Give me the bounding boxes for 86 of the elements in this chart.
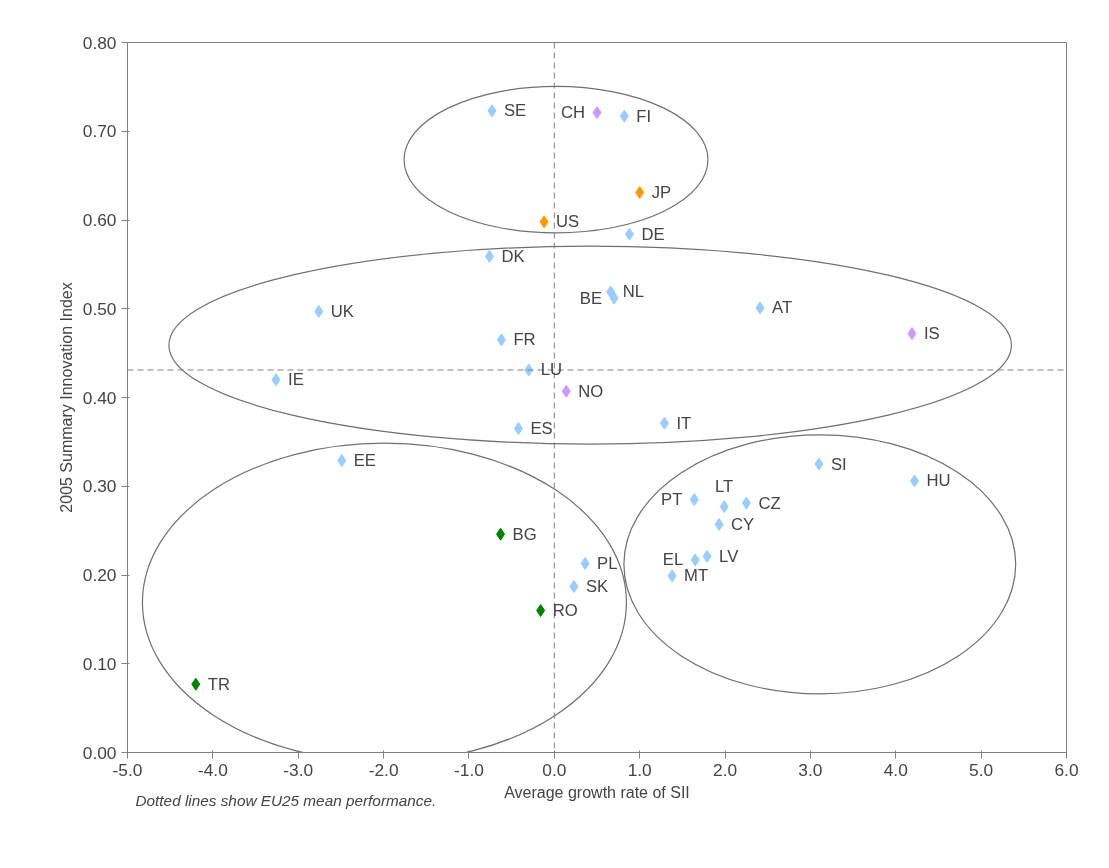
point [690, 553, 700, 567]
x-tick-label: 2.0 [713, 759, 738, 780]
point [689, 493, 699, 507]
point [659, 416, 669, 430]
y-tick-label: 0.70 [82, 121, 117, 142]
y-tick-label: 0.40 [82, 387, 117, 408]
annotation: CY [731, 514, 755, 534]
y-tick-label: 0.50 [82, 298, 117, 319]
annotation: BE [579, 288, 603, 308]
annotation: AT [772, 298, 793, 318]
point [536, 604, 546, 617]
point [719, 500, 729, 514]
x-tick-label: 5.0 [969, 759, 994, 780]
annotation: IT [676, 413, 692, 433]
point [580, 556, 590, 570]
annotation: PL [597, 553, 618, 573]
annotation: US [556, 212, 580, 232]
point [561, 384, 571, 398]
point [592, 106, 602, 120]
annotation: BG [512, 524, 537, 544]
x-tick-label: -1.0 [454, 759, 484, 780]
y-tick-label: 0.80 [82, 32, 117, 53]
x-tick-label: -2.0 [368, 759, 399, 780]
point [635, 185, 645, 199]
annotation: EE [353, 451, 376, 471]
x-axis-title: Average growth rate of SII [504, 783, 690, 801]
annotation: CH [560, 103, 586, 123]
point [609, 291, 619, 305]
annotation: RO [552, 601, 578, 620]
point [814, 457, 824, 471]
annotation: DK [501, 246, 525, 266]
annotation: LU [540, 360, 563, 380]
text: Dotted lines show EU25 mean performance. [135, 791, 437, 809]
x-tick-label: 6.0 [1054, 759, 1079, 780]
y-tick-label: 0.10 [82, 653, 117, 674]
point [569, 580, 579, 594]
point [271, 373, 281, 387]
x-tick-label: -4.0 [197, 759, 228, 780]
x-tick-label: 1.0 [627, 759, 652, 780]
annotation: NO [578, 381, 604, 401]
annotation: UK [330, 301, 354, 321]
point [487, 104, 497, 118]
annotation: SE [504, 101, 527, 121]
annotation: SI [830, 454, 847, 474]
annotation: FR [513, 330, 536, 350]
point [513, 422, 523, 436]
point [337, 454, 347, 468]
x-tick-label: 0.0 [542, 759, 567, 780]
x-tick-label: -3.0 [283, 759, 314, 780]
annotation: HU [926, 471, 951, 491]
annotation: NL [622, 282, 644, 302]
point [702, 549, 712, 563]
annotation: LV [719, 546, 740, 566]
annotation: ES [530, 419, 553, 439]
annotation: IE [288, 370, 304, 390]
y-axis-title: 2005 Summary Innovation Index [57, 282, 75, 513]
annotation: FI [636, 106, 652, 126]
point [667, 569, 677, 583]
point [910, 474, 920, 488]
annotation: SK [585, 577, 609, 597]
annotation: IS [923, 324, 940, 344]
annotation: LT [715, 477, 734, 497]
point [624, 227, 634, 241]
point [191, 677, 201, 691]
point [314, 304, 324, 318]
point [496, 527, 506, 541]
annotation: CZ [758, 493, 781, 513]
point [755, 301, 765, 315]
annotation: DE [641, 224, 665, 244]
y-tick-label: 0.20 [82, 565, 117, 585]
annotation: TR [207, 674, 230, 694]
point [714, 517, 724, 531]
point [619, 109, 629, 123]
x-tick-label: 3.0 [798, 759, 823, 780]
y-tick-label: 0.30 [82, 476, 117, 497]
annotation: EL [662, 550, 684, 570]
point [907, 327, 917, 341]
point [496, 333, 506, 347]
x-tick-label: 4.0 [883, 759, 908, 780]
point [484, 249, 494, 263]
point [539, 215, 549, 229]
point [741, 496, 751, 510]
annotation: MT [684, 566, 709, 586]
y-tick-label: 0.60 [82, 210, 117, 230]
annotation: PT [661, 490, 683, 510]
annotation: JP [651, 182, 672, 202]
